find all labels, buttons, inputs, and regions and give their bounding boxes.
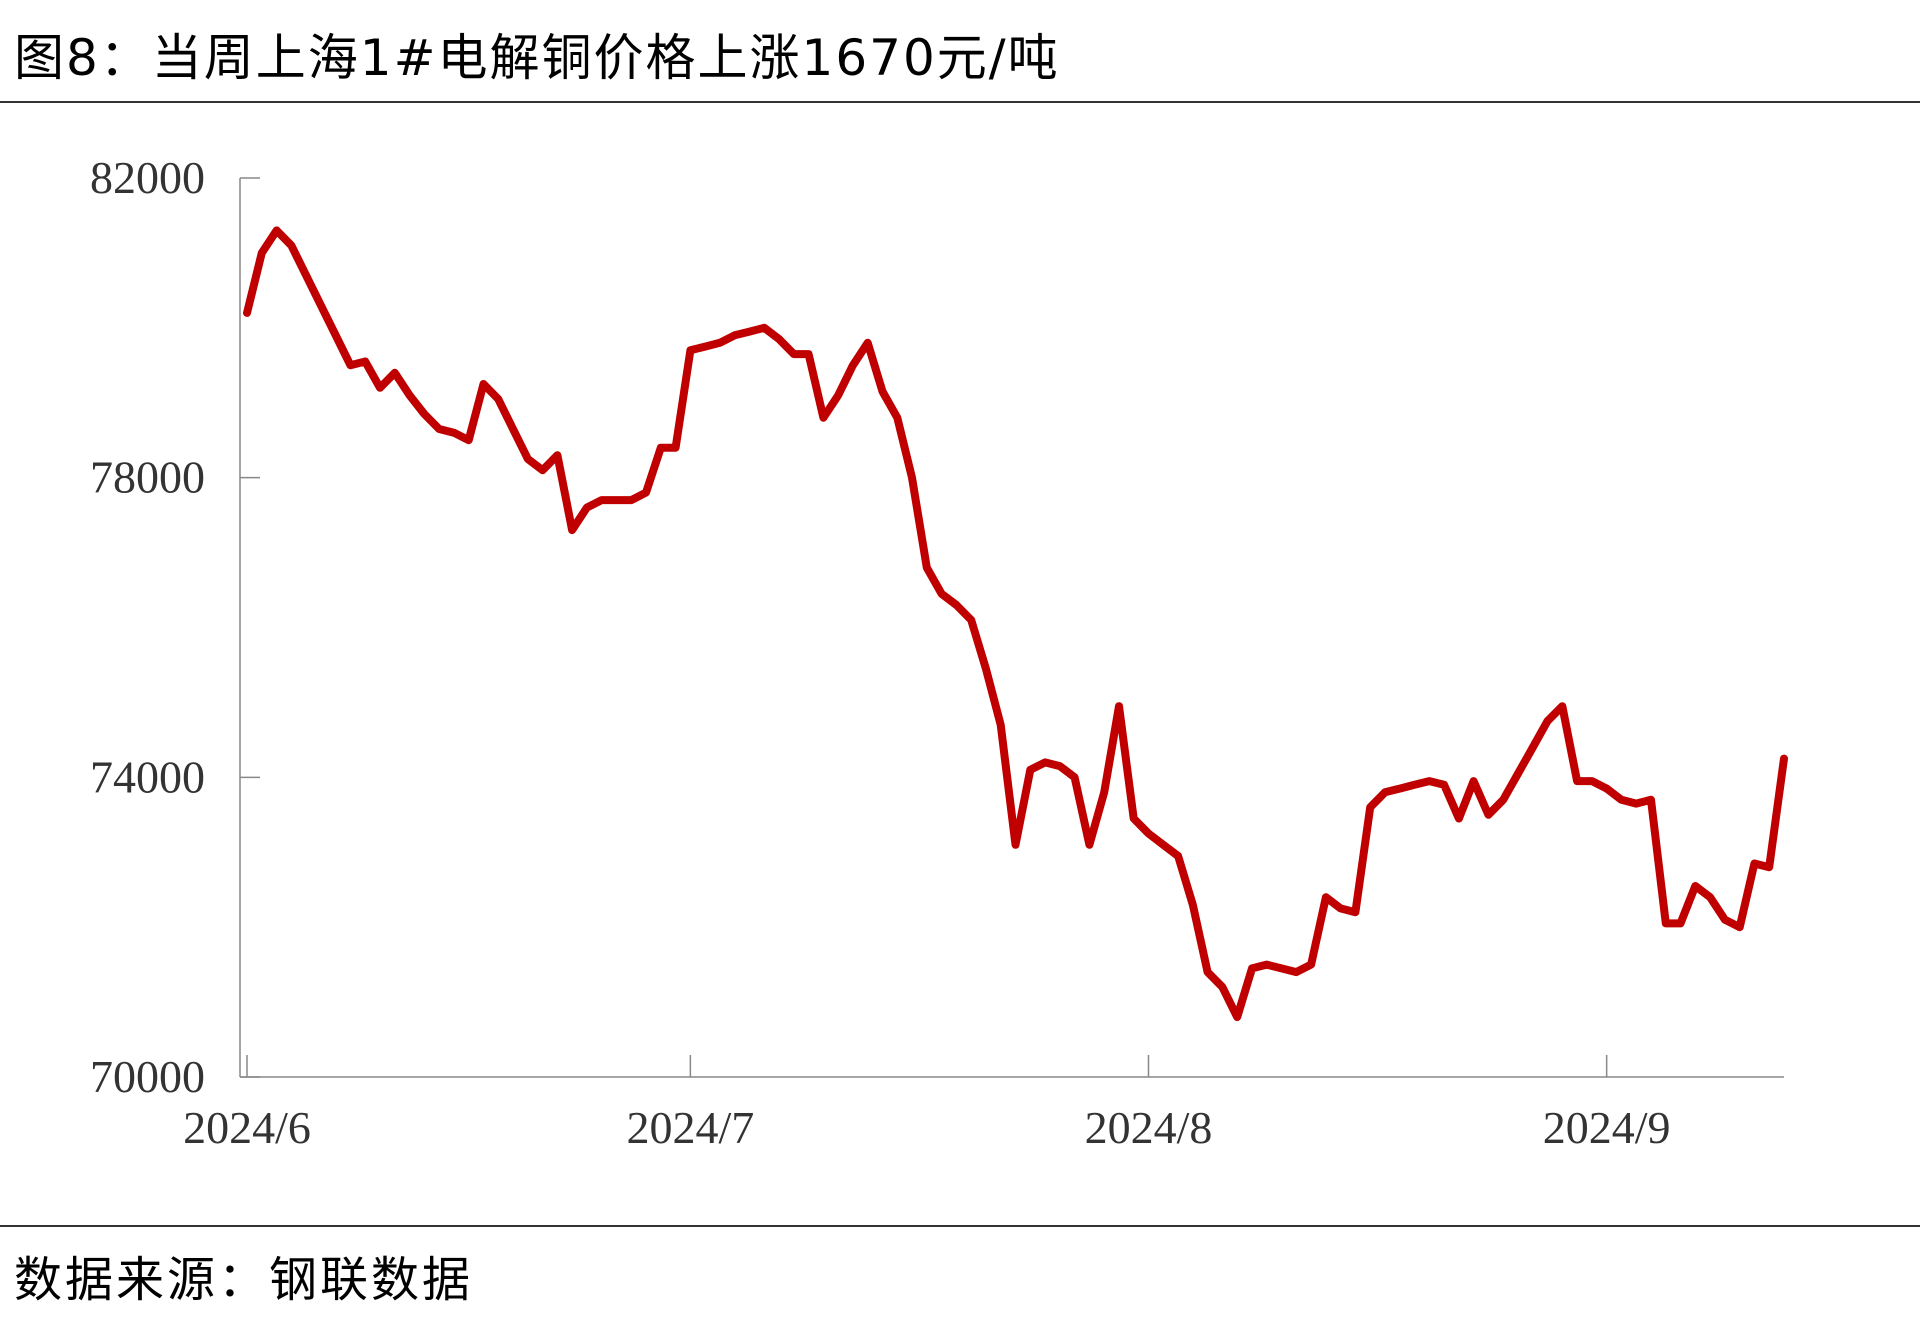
x-tick-label: 2024/6 <box>183 1102 311 1153</box>
y-tick-label: 74000 <box>90 751 205 802</box>
x-tick-label: 2024/8 <box>1085 1102 1213 1153</box>
y-tick-label: 78000 <box>90 452 205 503</box>
y-tick-label: 82000 <box>90 152 205 203</box>
x-tick-label: 2024/7 <box>626 1102 754 1153</box>
chart-axes <box>239 177 1784 1078</box>
data-source: 数据来源：钢联数据 <box>14 1252 474 1308</box>
footer-divider <box>0 1225 1920 1227</box>
y-tick-label: 70000 <box>90 1051 205 1102</box>
price-line <box>243 226 1788 1022</box>
header-divider <box>0 101 1920 103</box>
y-tick-labels: 70000 74000 78000 82000 <box>90 152 205 1102</box>
x-tick-label: 2024/9 <box>1543 1102 1671 1153</box>
chart-title: 图8：当周上海1#电解铜价格上涨1670元/吨 <box>14 29 1060 87</box>
x-tick-labels: 2024/6 2024/7 2024/8 2024/9 <box>183 1102 1670 1153</box>
chart-series <box>243 226 1788 1022</box>
